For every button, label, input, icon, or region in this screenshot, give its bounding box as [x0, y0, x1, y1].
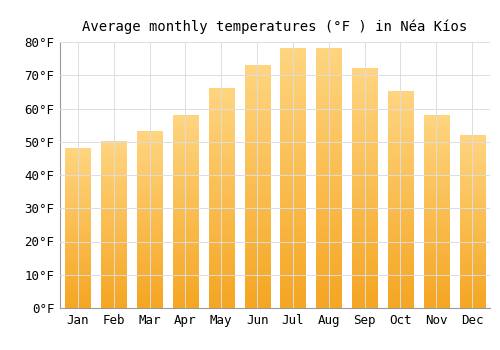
Bar	[352, 69, 377, 308]
Title: Average monthly temperatures (°F ) in Néa Kíos: Average monthly temperatures (°F ) in Né…	[82, 19, 468, 34]
Bar	[280, 49, 305, 308]
Bar	[137, 132, 162, 308]
Bar	[244, 65, 270, 308]
Bar	[66, 148, 90, 308]
Bar	[208, 89, 234, 308]
Bar	[316, 49, 342, 308]
Bar	[424, 115, 449, 308]
Bar	[101, 142, 126, 308]
Bar	[173, 115, 198, 308]
Bar	[460, 135, 484, 308]
Bar	[388, 92, 413, 308]
